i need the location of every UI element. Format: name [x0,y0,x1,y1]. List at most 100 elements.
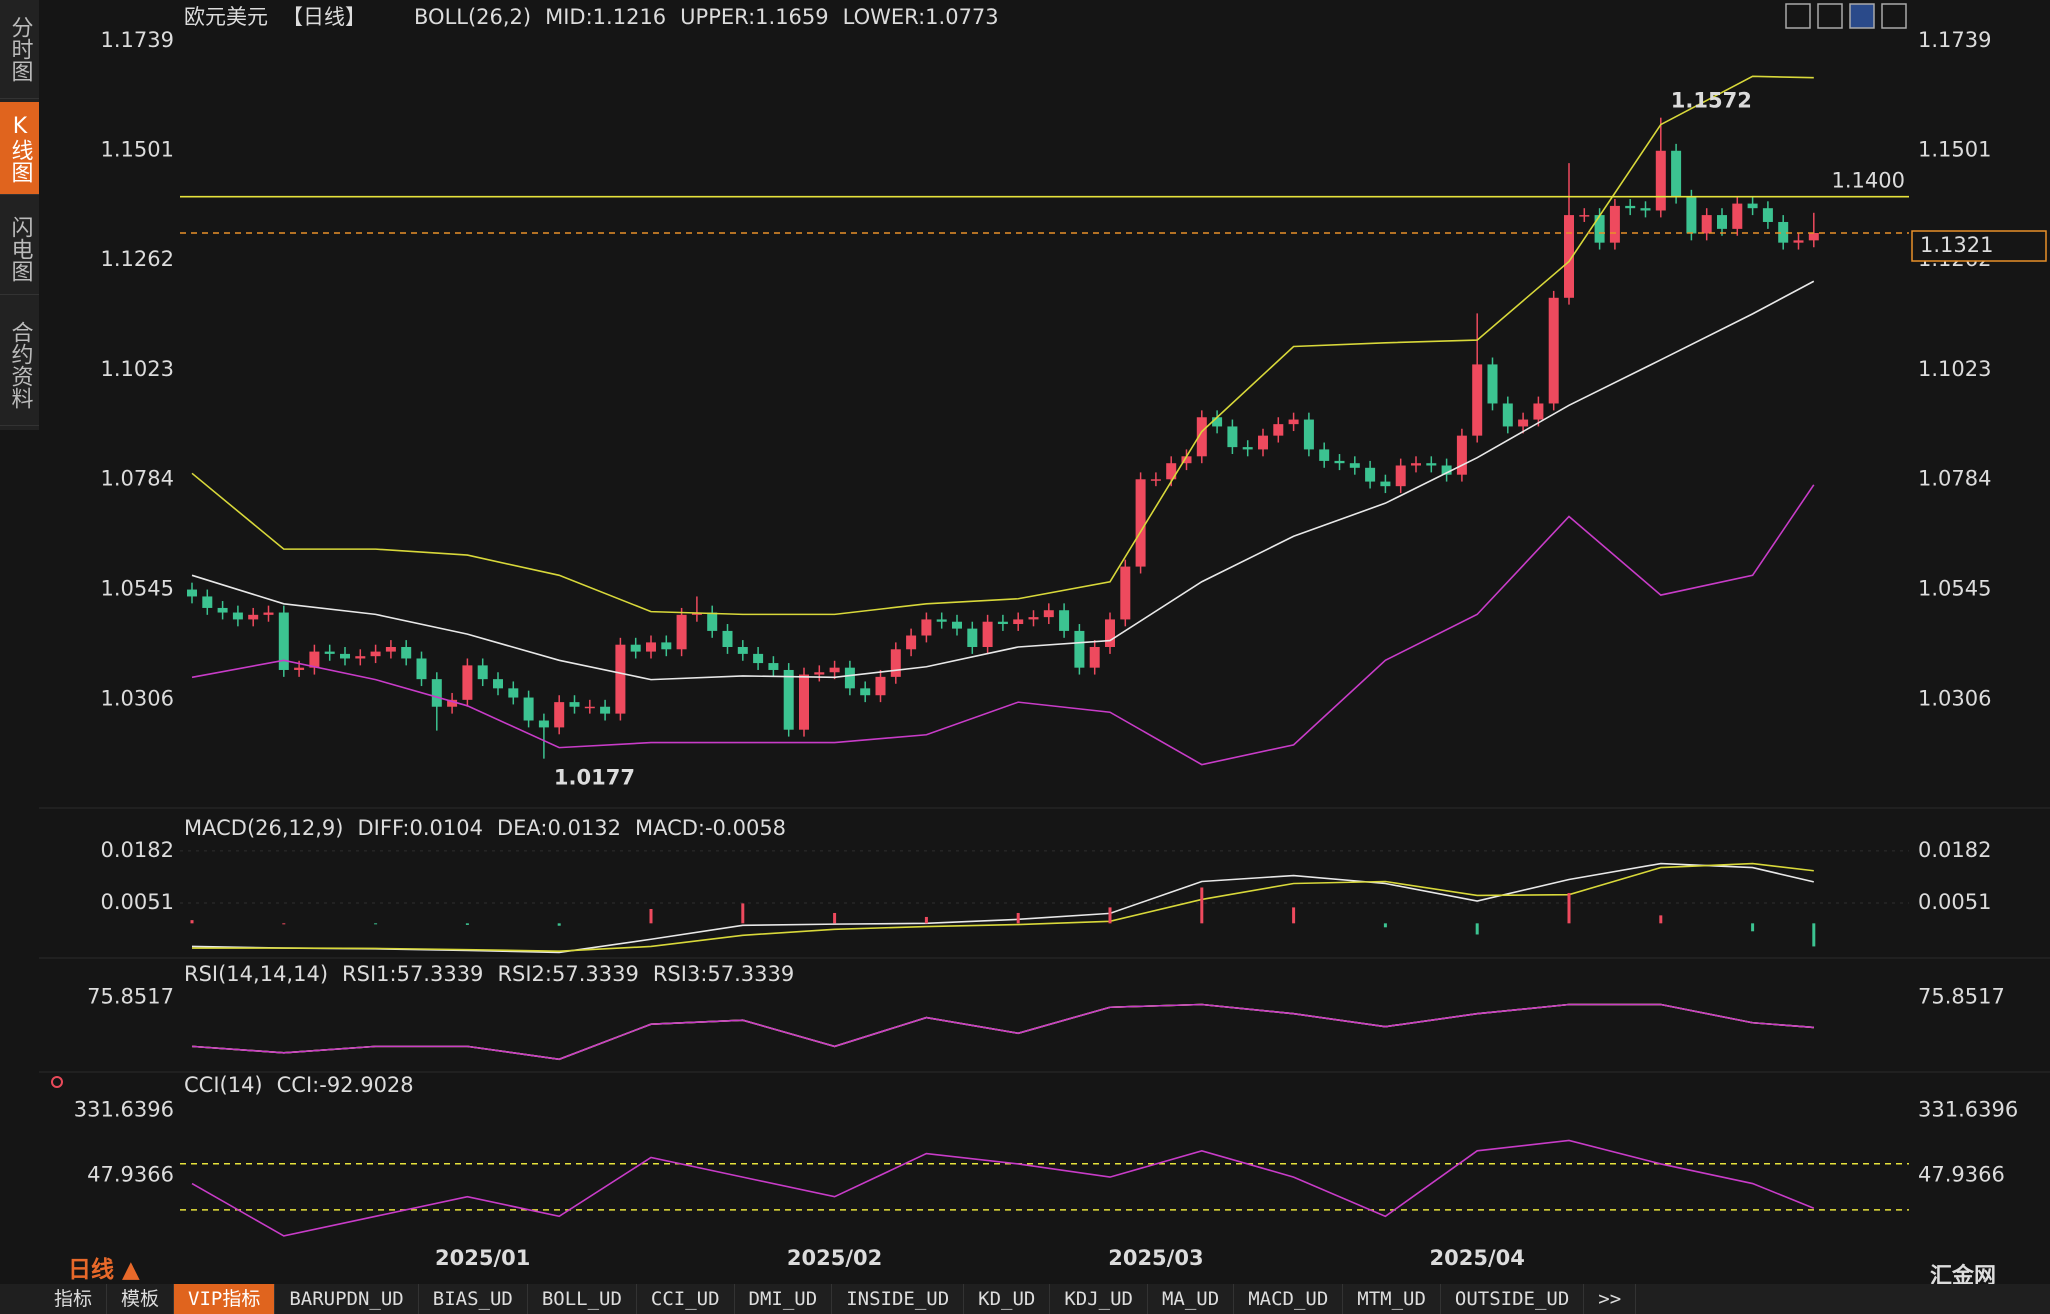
candle-body [523,697,534,721]
candle-body [875,676,886,696]
legend-entry: DEA:0.0132 [497,816,621,840]
candle-body [462,665,473,700]
candle-body [1028,617,1039,620]
toolbar-tab[interactable]: BOLL_UD [528,1284,637,1314]
icon-button[interactable] [1881,3,1907,29]
toolbar-tab[interactable]: 模板 [107,1284,175,1314]
candle-body [814,672,825,675]
toolbar-tab[interactable]: >> [1584,1284,1637,1314]
y-tick-label: 0.0051 [101,890,174,914]
candle-body [1487,364,1498,404]
histogram-bar [1016,912,1020,924]
legend-entry: DIFF:0.0104 [358,816,483,840]
x-tick-label: 2025/04 [1430,1246,1525,1270]
candle-body [554,702,565,728]
legend-entry: RSI2:57.3339 [497,962,638,986]
candle-body [615,644,626,714]
icon-button[interactable] [1817,3,1843,29]
candle-body [1441,465,1452,475]
candle-body [1808,233,1819,241]
candle-body [493,679,503,689]
price-label: 1.1400 [1832,169,1905,193]
histogram-bar [557,923,561,926]
histogram-bar [1567,893,1571,924]
candle-body [1411,463,1421,466]
toolbar-tab[interactable]: MACD_UD [1234,1284,1344,1314]
candle-body [584,706,595,709]
candle-body [1303,419,1314,450]
y-tick-label: 1.0784 [101,467,174,491]
x-tick-label: 2025/01 [435,1246,530,1270]
toolbar-tab[interactable]: CCI_UD [637,1284,735,1314]
toolbar-tab[interactable]: MA_UD [1148,1284,1235,1314]
candle-body [722,630,733,647]
icon-button[interactable] [1785,3,1811,29]
price-box [1911,230,2047,262]
period-toggle[interactable]: 日线 ▲ [68,1257,140,1283]
candle-body [661,642,672,650]
candle-body [1686,196,1697,234]
y-tick-label: 1.0545 [101,577,174,601]
candle-body [1456,435,1467,475]
candle-body [202,596,213,608]
sidebar-tab[interactable]: K线图 [0,102,39,195]
toolbar-tab[interactable]: BARUPDN_UD [275,1284,419,1314]
sidebar-tab[interactable]: 闪电图 [0,203,39,295]
toolbar-icons[interactable] [1785,3,1907,29]
candle-body [982,621,993,647]
candle-body [600,706,611,714]
toolbar-tab[interactable]: KD_UD [964,1284,1051,1314]
candle-body [416,658,427,680]
candle-body [1212,417,1223,427]
toolbar-tab[interactable]: 指标 [40,1284,108,1314]
candle-body [217,607,228,613]
series-line [191,1003,1814,1061]
y-tick-label: 1.1739 [1918,28,1991,52]
series-line [191,1003,1814,1061]
candle-body [1518,419,1529,427]
candle-body [1089,646,1100,668]
toolbar-tab[interactable]: BIAS_UD [419,1284,528,1314]
y-tick-label: 1.0306 [1918,686,1991,710]
x-tick-label: 2025/02 [787,1246,882,1270]
toolbar-tab[interactable]: OUTSIDE_UD [1441,1284,1585,1314]
candle-body [370,651,381,657]
y-tick-label: 47.9366 [1918,1163,2005,1187]
histogram-bar [1200,887,1204,924]
candle-body [1717,215,1727,229]
candle-body [737,646,748,654]
sidebar-tab[interactable]: 合约资料 [0,305,39,426]
candle-body [309,651,320,668]
candle-body [538,720,549,728]
y-tick-label: 1.1023 [101,357,174,381]
toolbar-tab[interactable]: MTM_UD [1343,1284,1441,1314]
toolbar-tab[interactable]: VIP指标 [174,1284,276,1314]
candle-body [187,589,197,597]
sidebar-tab[interactable]: 分时图 [0,0,39,99]
histogram-bar [1475,923,1479,935]
toolbar-tab[interactable]: KDJ_UD [1050,1284,1148,1314]
candle-body [1242,447,1253,450]
candle-body [1013,619,1024,625]
icon-button[interactable] [1849,3,1875,29]
indicator-label: MACD(26,12,9) [184,816,344,840]
series-line [192,862,1814,953]
candle-body [385,646,396,652]
histogram-bar [1292,907,1296,924]
candle-body [1701,215,1712,234]
candle-body [783,669,794,730]
legend-entry: MACD:-0.0058 [635,816,786,840]
candle-body [355,656,366,659]
sidebar: 分时图 K线图 闪电图 合约资料 [0,0,39,430]
histogram-bar [374,923,378,925]
toolbar-tab[interactable]: INSIDE_UD [832,1284,965,1314]
toolbar-tab[interactable]: DMI_UD [735,1284,833,1314]
candle-body [232,612,243,620]
y-tick-label: 0.0182 [101,838,174,862]
histogram-bar [1659,915,1663,924]
histogram-bar [741,903,745,924]
y-tick-label: 1.1262 [101,247,174,271]
candle-body [1105,619,1115,647]
